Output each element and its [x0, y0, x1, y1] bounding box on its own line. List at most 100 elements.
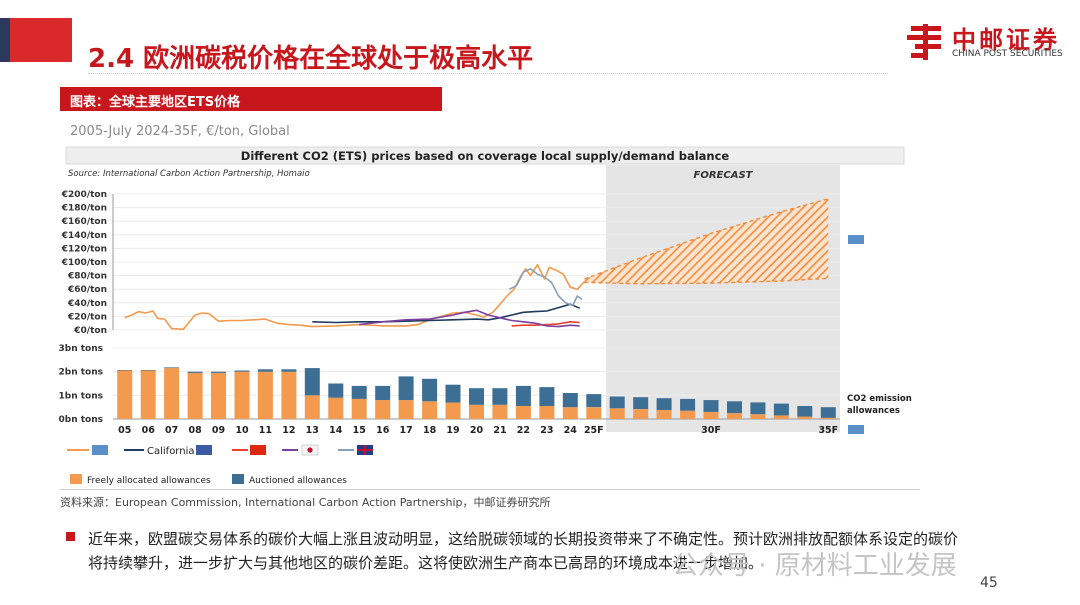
bar-x-tick: 16 [376, 425, 390, 436]
bar-freely-allocated [398, 400, 414, 419]
bar-x-tick: 09 [212, 425, 225, 436]
bar-x-tick: 11 [259, 425, 272, 436]
bar-auctioned [750, 402, 766, 415]
bar-x-tick: 10 [235, 425, 249, 436]
bar-x-tick: 05 [118, 425, 131, 436]
legend-swatch-freely [70, 474, 82, 484]
bar-freely-allocated [797, 416, 813, 419]
eu-flag-icon [848, 425, 864, 434]
bar-freely-allocated [140, 370, 156, 419]
bar-freely-allocated [680, 410, 696, 419]
bar-auctioned [633, 397, 649, 409]
bar-freely-allocated [164, 368, 180, 419]
bar-freely-allocated [727, 413, 742, 419]
body-paragraph-line2: 将持续攀升，进一步扩大与其他地区的碳价差距。这将使欧洲生产商本已高昂的环境成本进… [88, 554, 764, 572]
bar-freely-allocated [117, 370, 133, 419]
bar-freely-allocated [773, 415, 789, 419]
line-legend: California [67, 444, 373, 457]
bar-freely-allocated [351, 398, 367, 419]
bar-auctioned [727, 401, 742, 414]
bar-auctioned [586, 394, 602, 408]
price-y-tick: €40/ton [67, 299, 107, 309]
source-divider [60, 489, 920, 490]
bar-auctioned [469, 388, 484, 405]
eu-flag-icon [92, 445, 108, 455]
bar-x-tick: 17 [399, 425, 412, 436]
china-post-logo-icon [907, 24, 941, 60]
bar-y-tick: 3bn tons [59, 344, 104, 354]
bar-x-tick: 12 [282, 425, 295, 436]
bar-freely-allocated [820, 417, 836, 419]
bar-auctioned [539, 387, 555, 406]
figure-label-bar [60, 87, 442, 111]
eu-price-line [124, 263, 585, 331]
bar-auctioned [492, 388, 508, 405]
legend-label-auctioned: Auctioned allowances [249, 476, 347, 486]
corner-navy-strip [0, 18, 10, 62]
bar-auctioned [445, 384, 461, 403]
bar-auctioned [609, 396, 625, 409]
bar-auctioned [187, 371, 203, 373]
bar-x-tick: 22 [517, 425, 530, 436]
price-y-tick: €140/ton [61, 231, 107, 241]
watermark: 公众号 · 原材料工业发展 [672, 551, 957, 581]
bar-freely-allocated [422, 401, 438, 420]
legend-label-california: California [147, 446, 195, 457]
bar-freely-allocated [539, 406, 555, 419]
bar-freely-allocated [234, 371, 250, 419]
bar-auctioned [257, 369, 273, 372]
price-y-tick: €180/ton [61, 204, 107, 214]
bar-auctioned [351, 385, 367, 399]
bar-x-tick: 25F [584, 425, 604, 436]
bar-x-tick: 20 [470, 425, 484, 436]
logo-wordmark-en: CHINA POST SECURITIES [952, 49, 1063, 59]
bar-freely-allocated [633, 409, 649, 419]
chart-title-banner [65, 146, 905, 165]
price-y-tick: €20/ton [67, 312, 107, 322]
legend-label-freely: Freely allocated allowances [87, 476, 211, 486]
bar-freely-allocated [492, 404, 508, 419]
bar-freely-allocated [562, 407, 578, 419]
bar-auctioned [328, 383, 344, 398]
price-y-tick: €0/ton [73, 326, 107, 336]
legend-swatch-auctioned [232, 474, 244, 484]
bar-auctioned [656, 398, 672, 410]
bar-freely-allocated [328, 397, 344, 419]
price-y-tick: €200/ton [61, 190, 107, 200]
logo-wordmark-cn: 中邮证券 [952, 26, 1060, 54]
forecast-label: FORECAST [694, 170, 754, 181]
bar-freely-allocated [211, 372, 226, 419]
body-paragraph-line1: 近年来，欧盟碳交易体系的碳价大幅上涨且波动明显，这给脱碳领域的长期投资带来了不确… [88, 530, 959, 548]
bar-x-tick: 23 [540, 425, 553, 436]
bar-ylabel-line2: allowances [847, 406, 900, 416]
bar-auctioned [562, 393, 578, 408]
bar-auctioned [680, 398, 696, 411]
chart-source-note: Source: International Carbon Action Part… [68, 169, 310, 179]
bar-auctioned [797, 406, 813, 417]
us-flag-icon [196, 445, 212, 455]
bar-auctioned [820, 407, 836, 418]
eu-forecast-lower-line [584, 277, 829, 285]
uk-price-line [508, 267, 583, 307]
eu-forecast-upper-line [584, 198, 829, 280]
figure-source: 资料来源：European Commission, International … [60, 496, 551, 509]
bar-freely-allocated [187, 372, 203, 419]
bar-legend: Freely allocated allowances Auctioned al… [70, 474, 347, 486]
price-y-tick: €80/ton [67, 272, 107, 282]
bullet-marker [66, 532, 75, 541]
bar-auctioned [515, 385, 531, 406]
title-divider [88, 73, 888, 74]
bar-x-tick: 18 [423, 425, 437, 436]
bar-freely-allocated [515, 406, 531, 419]
bar-x-tick: 15 [353, 425, 366, 436]
bar-x-tick: 24 [564, 425, 578, 436]
bar-x-tick: 21 [493, 425, 506, 436]
bar-auctioned [773, 403, 789, 416]
bar-auctioned [140, 370, 156, 371]
china-flag-icon [250, 445, 266, 455]
chart-subtitle: 2005-July 2024-35F, €/ton, Global [70, 124, 290, 139]
bar-x-tick: 14 [329, 425, 343, 436]
price-y-tick: €160/ton [61, 217, 107, 227]
bar-auctioned [375, 385, 391, 401]
price-y-tick: €60/ton [67, 285, 107, 295]
